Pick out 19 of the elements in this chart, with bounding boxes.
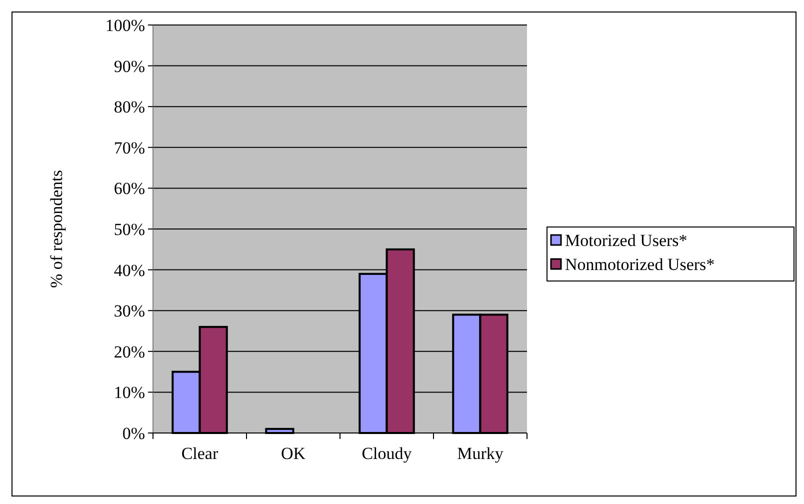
x-tick-label: Clear	[181, 444, 218, 463]
legend-label: Nonmotorized Users*	[565, 254, 715, 274]
legend-label: Motorized Users*	[565, 230, 688, 250]
y-tick-label: 10%	[114, 383, 145, 402]
y-tick-label: 40%	[114, 260, 145, 280]
y-tick-label: 70%	[114, 138, 145, 158]
y-tick-label: 100%	[105, 16, 145, 35]
y-tick-label: 50%	[114, 220, 145, 239]
y-tick-label: 80%	[114, 98, 145, 117]
y-tick-label: 60%	[114, 179, 145, 198]
y-axis-title: % of respondents	[47, 170, 66, 288]
x-tick-label: OK	[280, 444, 306, 463]
y-tick-label: 20%	[114, 342, 145, 362]
x-tick-label: Murky	[457, 444, 504, 463]
bar	[265, 428, 294, 434]
x-tick-label: Cloudy	[362, 444, 412, 463]
y-tick-label: 90%	[114, 56, 145, 76]
y-tick-label: 0%	[122, 424, 145, 443]
y-tick-label: 30%	[114, 302, 145, 321]
